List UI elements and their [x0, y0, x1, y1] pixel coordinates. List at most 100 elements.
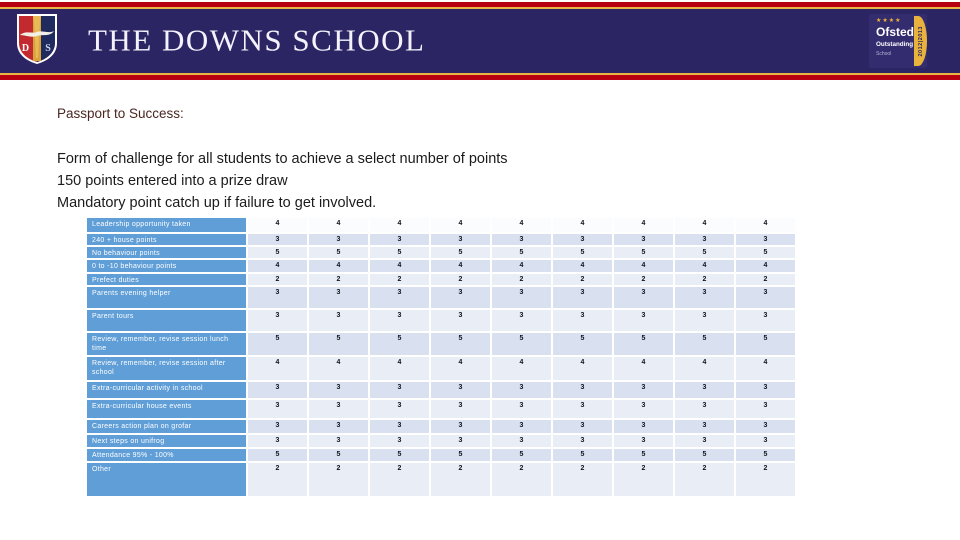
- points-cell: 2: [492, 463, 551, 496]
- ofsted-years: 2012|2013: [917, 25, 924, 57]
- points-cell: 3: [736, 234, 795, 245]
- points-cell: 3: [370, 310, 429, 331]
- points-cell: 4: [614, 260, 673, 272]
- points-cell: 2: [309, 463, 368, 496]
- points-cell: 4: [675, 357, 734, 380]
- points-cell: 3: [309, 435, 368, 447]
- banner-stripe-gold-top: [0, 7, 960, 9]
- points-cell: 3: [309, 310, 368, 331]
- points-cell: 3: [248, 310, 307, 331]
- points-cell: 5: [370, 449, 429, 461]
- points-cell: 3: [675, 234, 734, 245]
- table-row: Review, remember, revise session after s…: [87, 357, 795, 380]
- points-cell: 5: [431, 333, 490, 355]
- points-cell: 2: [309, 274, 368, 285]
- points-cell: 2: [614, 274, 673, 285]
- points-cell: 2: [248, 274, 307, 285]
- points-cell: 3: [431, 287, 490, 308]
- ofsted-school-label: School: [876, 51, 892, 57]
- points-cell: 3: [492, 435, 551, 447]
- points-cell: 3: [248, 420, 307, 433]
- row-label: Review, remember, revise session lunch t…: [87, 333, 246, 355]
- points-cell: 4: [431, 357, 490, 380]
- points-cell: 5: [492, 247, 551, 258]
- points-cell: 4: [675, 218, 734, 232]
- points-cell: 3: [553, 420, 612, 433]
- points-cell: 2: [553, 463, 612, 496]
- row-label: Leadership opportunity taken: [87, 218, 246, 232]
- points-cell: 5: [553, 247, 612, 258]
- points-cell: 3: [553, 435, 612, 447]
- ofsted-title: Ofsted: [876, 25, 915, 39]
- points-cell: 3: [675, 310, 734, 331]
- points-cell: 4: [614, 218, 673, 232]
- points-cell: 2: [675, 274, 734, 285]
- points-cell: 3: [614, 234, 673, 245]
- points-cell: 3: [675, 420, 734, 433]
- points-cell: 4: [492, 260, 551, 272]
- points-cell: 5: [492, 449, 551, 461]
- table-row: Prefect duties 2 2 2 2 2 2 2 2 2: [87, 274, 795, 285]
- points-cell: 5: [614, 449, 673, 461]
- row-label: Parent tours: [87, 310, 246, 331]
- points-cell: 4: [431, 260, 490, 272]
- points-cell: 4: [248, 357, 307, 380]
- points-cell: 3: [553, 287, 612, 308]
- points-cell: 3: [309, 420, 368, 433]
- points-cell: 2: [736, 463, 795, 496]
- points-cell: 3: [614, 310, 673, 331]
- points-cell: 3: [614, 287, 673, 308]
- points-cell: 2: [370, 274, 429, 285]
- row-label: No behaviour points: [87, 247, 246, 258]
- points-cell: 3: [248, 435, 307, 447]
- points-cell: 3: [370, 420, 429, 433]
- points-cell: 3: [736, 287, 795, 308]
- points-cell: 3: [309, 287, 368, 308]
- points-cell: 3: [736, 420, 795, 433]
- points-cell: 3: [553, 310, 612, 331]
- points-cell: 4: [553, 218, 612, 232]
- points-cell: 3: [492, 382, 551, 398]
- points-cell: 3: [248, 287, 307, 308]
- points-cell: 5: [309, 247, 368, 258]
- points-cell: 3: [553, 234, 612, 245]
- points-cell: 3: [370, 435, 429, 447]
- points-cell: 5: [675, 333, 734, 355]
- row-label: 0 to -10 behaviour points: [87, 260, 246, 272]
- points-cell: 2: [492, 274, 551, 285]
- points-cell: 3: [248, 234, 307, 245]
- svg-text:D: D: [22, 43, 29, 54]
- points-table: Leadership opportunity taken 4 4 4 4 4 4 4 4 4 240…: [85, 216, 797, 498]
- points-cell: 3: [736, 400, 795, 418]
- intro-paragraph: Form of challenge for all students to ac…: [57, 148, 508, 214]
- points-cell: 3: [675, 382, 734, 398]
- points-cell: 3: [248, 400, 307, 418]
- points-cell: 2: [614, 463, 673, 496]
- banner-stripe-red-bottom: [0, 75, 960, 80]
- points-cell: 3: [431, 382, 490, 398]
- points-cell: 4: [492, 218, 551, 232]
- points-cell: 4: [736, 260, 795, 272]
- points-cell: 3: [492, 234, 551, 245]
- points-cell: 4: [614, 357, 673, 380]
- points-cell: 3: [614, 420, 673, 433]
- points-cell: 2: [736, 274, 795, 285]
- row-label: Review, remember, revise session after s…: [87, 357, 246, 380]
- points-cell: 4: [309, 260, 368, 272]
- ofsted-stars-icon: ★★★★: [876, 18, 902, 24]
- school-name: THE DOWNS SCHOOL: [88, 22, 426, 58]
- header-banner: D S THE DOWNS SCHOOL ★★★★ Ofsted Outstan…: [0, 0, 960, 81]
- points-cell: 5: [736, 333, 795, 355]
- points-cell: 3: [736, 435, 795, 447]
- points-cell: 3: [431, 400, 490, 418]
- points-cell: 5: [492, 333, 551, 355]
- points-cell: 2: [431, 463, 490, 496]
- row-label: Prefect duties: [87, 274, 246, 285]
- points-cell: 5: [736, 449, 795, 461]
- points-cell: 2: [248, 463, 307, 496]
- points-cell: 3: [675, 287, 734, 308]
- table-row: No behaviour points 5 5 5 5 5 5 5 5 5: [87, 247, 795, 258]
- points-cell: 3: [370, 287, 429, 308]
- row-label: Parents evening helper: [87, 287, 246, 308]
- points-cell: 4: [736, 357, 795, 380]
